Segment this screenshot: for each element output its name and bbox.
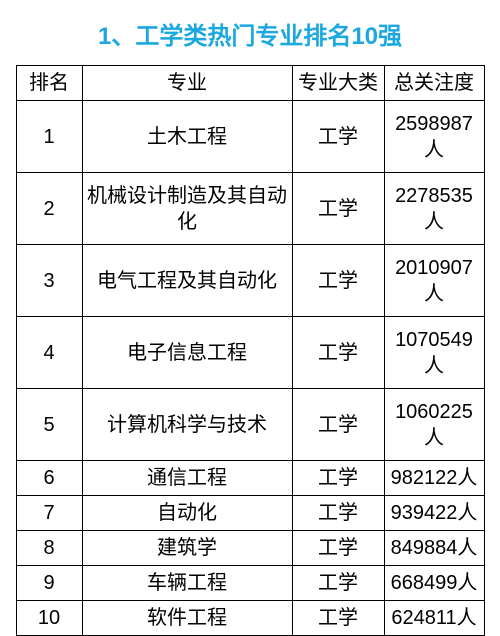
col-header-rank: 排名 (16, 66, 82, 101)
cell-cat: 工学 (292, 496, 384, 531)
table-header-row: 排名 专业 专业大类 总关注度 (16, 66, 484, 101)
cell-major: 土木工程 (82, 101, 292, 173)
cell-major: 通信工程 (82, 461, 292, 496)
cell-cat: 工学 (292, 389, 384, 461)
cell-rank: 6 (16, 461, 82, 496)
page-title: 1、工学类热门专业排名10强 (0, 0, 500, 65)
cell-major: 建筑学 (82, 531, 292, 566)
table-row: 5计算机科学与技术工学1060225人 (16, 389, 484, 461)
table-row: 2机械设计制造及其自动化工学2278535人 (16, 173, 484, 245)
table-row: 10软件工程工学624811人 (16, 601, 484, 636)
table-row: 6通信工程工学982122人 (16, 461, 484, 496)
cell-rank: 4 (16, 317, 82, 389)
cell-attn: 2010907人 (384, 245, 484, 317)
cell-rank: 3 (16, 245, 82, 317)
col-header-major: 专业 (82, 66, 292, 101)
cell-rank: 1 (16, 101, 82, 173)
cell-major: 机械设计制造及其自动化 (82, 173, 292, 245)
table-row: 8建筑学工学849884人 (16, 531, 484, 566)
cell-major: 自动化 (82, 496, 292, 531)
cell-cat: 工学 (292, 531, 384, 566)
cell-rank: 2 (16, 173, 82, 245)
cell-major: 电气工程及其自动化 (82, 245, 292, 317)
cell-attn: 668499人 (384, 566, 484, 601)
cell-rank: 5 (16, 389, 82, 461)
cell-cat: 工学 (292, 601, 384, 636)
cell-attn: 2598987人 (384, 101, 484, 173)
cell-cat: 工学 (292, 566, 384, 601)
cell-cat: 工学 (292, 245, 384, 317)
cell-cat: 工学 (292, 101, 384, 173)
cell-major: 计算机科学与技术 (82, 389, 292, 461)
table-row: 9车辆工程工学668499人 (16, 566, 484, 601)
ranking-table: 排名 专业 专业大类 总关注度 1土木工程工学2598987人2机械设计制造及其… (16, 65, 485, 636)
cell-cat: 工学 (292, 461, 384, 496)
cell-attn: 939422人 (384, 496, 484, 531)
table-row: 1土木工程工学2598987人 (16, 101, 484, 173)
col-header-cat: 专业大类 (292, 66, 384, 101)
table-row: 3电气工程及其自动化工学2010907人 (16, 245, 484, 317)
cell-attn: 1060225人 (384, 389, 484, 461)
cell-rank: 8 (16, 531, 82, 566)
cell-cat: 工学 (292, 173, 384, 245)
table-row: 4电子信息工程工学1070549人 (16, 317, 484, 389)
cell-rank: 9 (16, 566, 82, 601)
cell-major: 软件工程 (82, 601, 292, 636)
cell-cat: 工学 (292, 317, 384, 389)
cell-rank: 10 (16, 601, 82, 636)
cell-attn: 1070549人 (384, 317, 484, 389)
cell-attn: 624811人 (384, 601, 484, 636)
cell-major: 车辆工程 (82, 566, 292, 601)
cell-rank: 7 (16, 496, 82, 531)
table-row: 7自动化工学939422人 (16, 496, 484, 531)
cell-major: 电子信息工程 (82, 317, 292, 389)
cell-attn: 982122人 (384, 461, 484, 496)
cell-attn: 849884人 (384, 531, 484, 566)
col-header-attn: 总关注度 (384, 66, 484, 101)
cell-attn: 2278535人 (384, 173, 484, 245)
